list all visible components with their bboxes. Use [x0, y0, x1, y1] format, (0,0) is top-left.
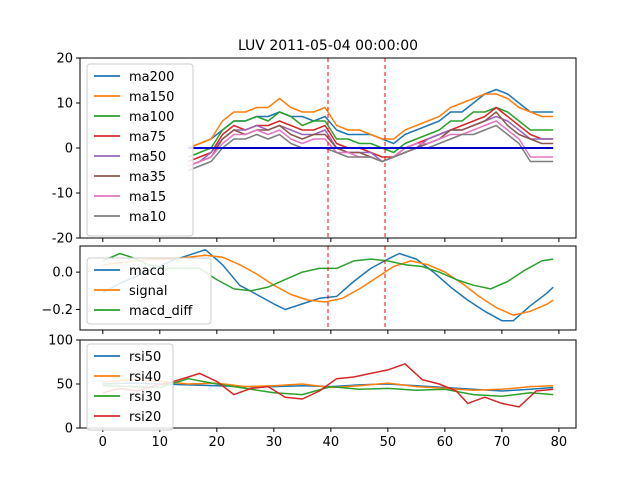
- series-line-rsi20: [102, 363, 554, 408]
- legend-label-macd: macd: [129, 264, 165, 279]
- legend: rsi50 rsi40 rsi30 rsi20: [86, 343, 174, 431]
- legend-box: [86, 257, 212, 325]
- x-tick-label: 10: [152, 435, 169, 450]
- y-tick-label: 0: [65, 142, 73, 157]
- y-tick-label: -10: [52, 187, 73, 202]
- y-tick-label: 0: [65, 422, 73, 437]
- chart-title: LUV 2011-05-04 00:00:00: [238, 38, 418, 54]
- y-tick-label: 0.0: [52, 266, 73, 281]
- x-tick-label: 60: [437, 435, 454, 450]
- x-tick-label: 0: [99, 435, 107, 450]
- y-tick-label: 10: [56, 97, 73, 112]
- plot-area: [188, 88, 554, 172]
- legend-label-ma50: ma50: [129, 150, 166, 165]
- legend-label-ma15: ma15: [129, 190, 166, 205]
- legend-label-ma100: ma100: [129, 110, 174, 125]
- legend-label-rsi40: rsi40: [129, 370, 161, 385]
- legend-label-ma150: ma150: [129, 90, 174, 105]
- plot-area: [102, 363, 554, 408]
- x-tick-label: 80: [551, 435, 568, 450]
- legend-label-ma200: ma200: [129, 70, 174, 85]
- legend-label-rsi30: rsi30: [129, 390, 161, 405]
- legend-label-ma75: ma75: [129, 130, 166, 145]
- x-tick-label: 20: [209, 435, 226, 450]
- y-tick-label: −0.2: [41, 303, 73, 318]
- legend: ma200 ma150 ma100 ma75 ma50 ma35 ma15 ma10: [86, 63, 194, 237]
- legend-label-rsi20: rsi20: [129, 410, 161, 425]
- series-line-ma10: [188, 124, 554, 172]
- y-tick-label: 20: [56, 52, 73, 67]
- macd-panel: −0.2 0.0 macd signal macd_diff: [41, 245, 577, 334]
- y-tick-label: -20: [52, 232, 73, 247]
- legend-box: [86, 343, 174, 431]
- series-line-ma50: [188, 115, 554, 167]
- x-tick-label: 30: [266, 435, 283, 450]
- legend: macd signal macd_diff: [86, 257, 212, 325]
- legend-label-rsi50: rsi50: [129, 350, 161, 365]
- legend-label-macd_diff: macd_diff: [129, 304, 193, 319]
- series-line-ma100: [188, 106, 554, 158]
- x-tick-label: 40: [323, 435, 340, 450]
- x-tick-label: 50: [380, 435, 397, 450]
- x-tick-label: 70: [494, 435, 511, 450]
- legend-label-signal: signal: [129, 284, 167, 299]
- series-line-rsi30: [102, 377, 554, 398]
- legend-label-ma35: ma35: [129, 170, 166, 185]
- axes-frame: [79, 245, 577, 331]
- series-line-rsi40: [102, 378, 554, 391]
- moving-average-panel: -20-1001020ma200ma150ma100ma75ma50ma35ma…: [52, 52, 577, 247]
- y-tick-label: 50: [56, 378, 73, 393]
- series-line-ma150: [188, 93, 554, 149]
- legend-label-ma10: ma10: [129, 210, 166, 225]
- legend-box: [86, 63, 194, 237]
- y-tick-label: 100: [48, 334, 73, 349]
